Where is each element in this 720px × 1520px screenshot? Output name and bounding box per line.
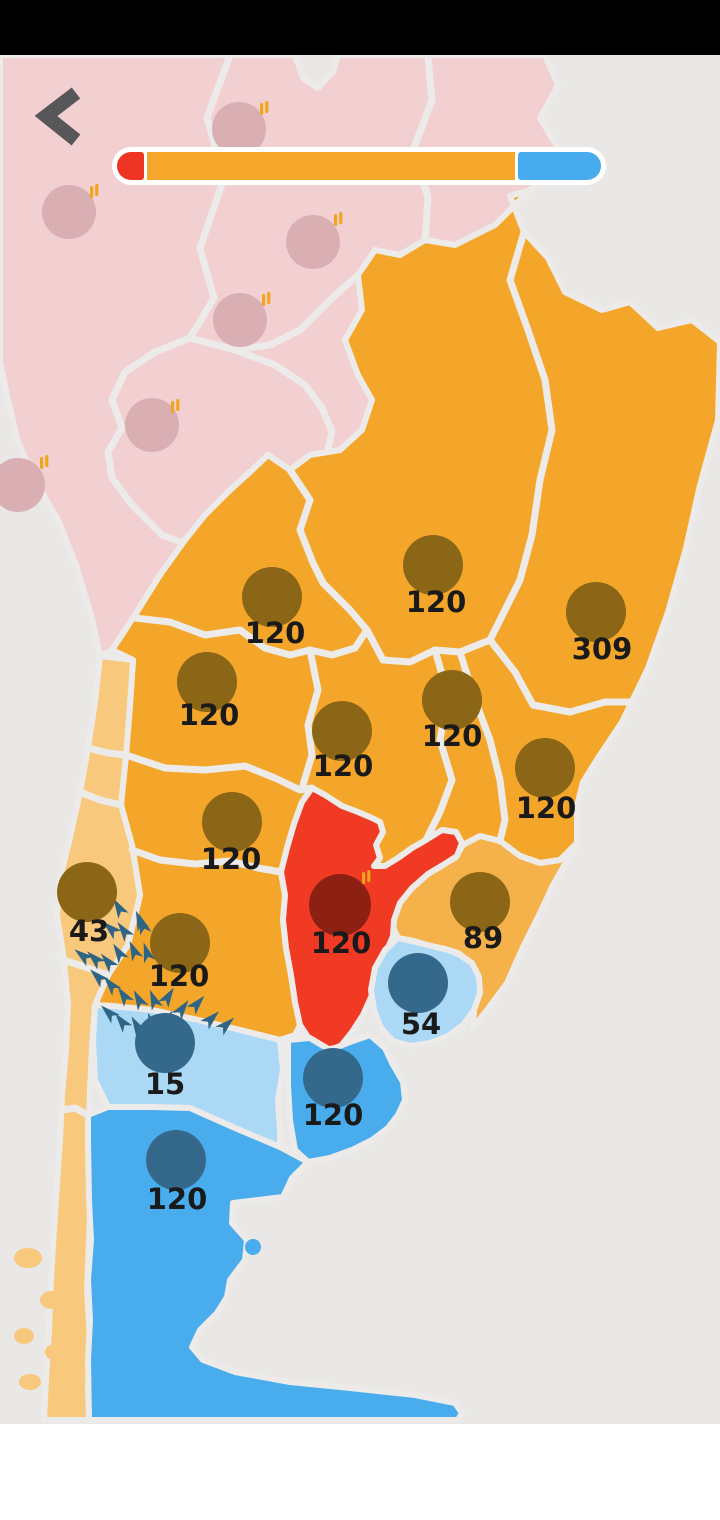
unit-circle-blue[interactable] xyxy=(303,1048,363,1108)
status-bar xyxy=(0,0,720,55)
unit-circle-blue[interactable] xyxy=(135,1013,195,1073)
pause-icon xyxy=(267,292,271,304)
unit-circle-neutral[interactable] xyxy=(212,102,266,156)
unit-circle-orange[interactable] xyxy=(566,582,626,642)
troop-count: 309 xyxy=(572,632,633,666)
island xyxy=(54,1380,82,1400)
progress-segment-orange xyxy=(147,152,515,180)
pause-icon xyxy=(334,214,338,226)
troop-arrow-icon xyxy=(102,921,122,940)
troop-count: 120 xyxy=(147,1182,208,1216)
troop-arrow-icon xyxy=(186,995,205,1015)
troop-count: 43 xyxy=(69,914,109,948)
unit-circle-blue[interactable] xyxy=(146,1130,206,1190)
troop-count: 120 xyxy=(149,959,210,993)
troop-count: 120 xyxy=(311,926,372,960)
troop-arrow-icon xyxy=(143,942,156,964)
unit-circle-orange[interactable] xyxy=(177,652,237,712)
island xyxy=(45,1343,71,1361)
troop-arrow-icon xyxy=(200,1011,219,1030)
territory-red[interactable] xyxy=(278,785,465,1053)
unit-circle-orange[interactable] xyxy=(422,670,482,730)
troop-arrow-icon xyxy=(87,951,106,970)
back-button[interactable] xyxy=(34,86,86,148)
unit-circle-blue[interactable] xyxy=(388,953,448,1013)
troop-arrow-icon xyxy=(117,986,135,1007)
troop-count: 15 xyxy=(145,1067,185,1101)
troop-count: 120 xyxy=(313,749,374,783)
territory-markers: 120 120 309 120 120 120 120 120 43 120 89 120 54 15 12… xyxy=(0,101,632,1216)
neutral-province-border xyxy=(231,271,362,354)
troop-arrow-icon xyxy=(103,976,122,996)
troop-count: 89 xyxy=(463,921,503,955)
unit-circle-orange[interactable] xyxy=(450,872,510,932)
orange-province-borders xyxy=(53,228,636,1119)
unit-circle-neutral[interactable] xyxy=(213,293,267,347)
unit-circle-orange[interactable] xyxy=(312,701,372,761)
unit-circle-orange[interactable] xyxy=(242,567,302,627)
unit-circle-neutral[interactable] xyxy=(42,185,96,239)
pause-icon xyxy=(362,872,366,884)
troop-count: 120 xyxy=(303,1098,364,1132)
small-island xyxy=(245,1239,261,1255)
unit-circle-neutral[interactable] xyxy=(125,398,179,452)
troop-count: 54 xyxy=(401,1007,441,1041)
troop-count: 120 xyxy=(245,616,306,650)
troop-arrow-icon xyxy=(115,1013,133,1033)
back-chevron-icon xyxy=(34,87,81,146)
neutral-province-border xyxy=(186,51,234,342)
unit-circle-orange[interactable] xyxy=(403,535,463,595)
island xyxy=(40,1291,64,1309)
unit-circle-orange[interactable] xyxy=(150,913,210,973)
troop-count: 120 xyxy=(201,842,262,876)
bottom-letterbox xyxy=(0,1424,720,1520)
troop-count: 120 xyxy=(422,719,483,753)
troop-arrow-icon xyxy=(113,898,129,919)
progress-segment-red xyxy=(117,152,145,180)
troop-arrow-icon xyxy=(100,953,119,973)
team-share-progress-bar xyxy=(112,147,606,185)
troop-arrow-icon xyxy=(74,949,94,967)
island xyxy=(19,1374,41,1390)
unit-circle-neutral[interactable] xyxy=(286,215,340,269)
troop-arrow-icon xyxy=(133,990,149,1011)
troop-arrow-icon xyxy=(101,1005,120,1024)
pause-icon xyxy=(260,103,264,115)
pause-icon xyxy=(265,101,269,113)
progress-segment-blue xyxy=(517,152,601,180)
unit-circle-orange[interactable] xyxy=(202,792,262,852)
pause-icon xyxy=(90,186,94,198)
pause-icon xyxy=(171,401,175,413)
pause-icon xyxy=(262,294,266,306)
troop-arrow-icon xyxy=(158,987,174,1008)
troop-arrow-icon xyxy=(129,940,144,962)
troop-arrow-icon xyxy=(90,969,109,988)
pause-icon xyxy=(367,870,371,882)
island xyxy=(14,1248,42,1268)
troop-arrow-icon xyxy=(171,1000,189,1020)
troop-arrow-icon xyxy=(131,1016,147,1037)
unit-circle-red[interactable] xyxy=(309,874,371,936)
pause-icon xyxy=(339,212,343,224)
unit-circle-neutral[interactable] xyxy=(0,458,45,512)
island xyxy=(14,1328,34,1344)
pause-icon xyxy=(40,457,44,469)
pause-icon xyxy=(95,184,99,196)
pause-icon xyxy=(45,455,49,467)
troop-arrow-icon xyxy=(215,1017,235,1036)
troop-arrow-icon xyxy=(149,989,163,1011)
troop-arrow-icon xyxy=(117,922,135,942)
troop-count: 120 xyxy=(179,698,240,732)
troop-arrow-icon xyxy=(139,914,152,936)
troop-count: 120 xyxy=(516,791,577,825)
pause-icon xyxy=(176,399,180,411)
unit-circle-orange[interactable] xyxy=(515,738,575,798)
troop-arrow-icon xyxy=(113,943,129,964)
unit-circle-orange[interactable] xyxy=(57,862,117,922)
troop-count: 120 xyxy=(406,585,467,619)
